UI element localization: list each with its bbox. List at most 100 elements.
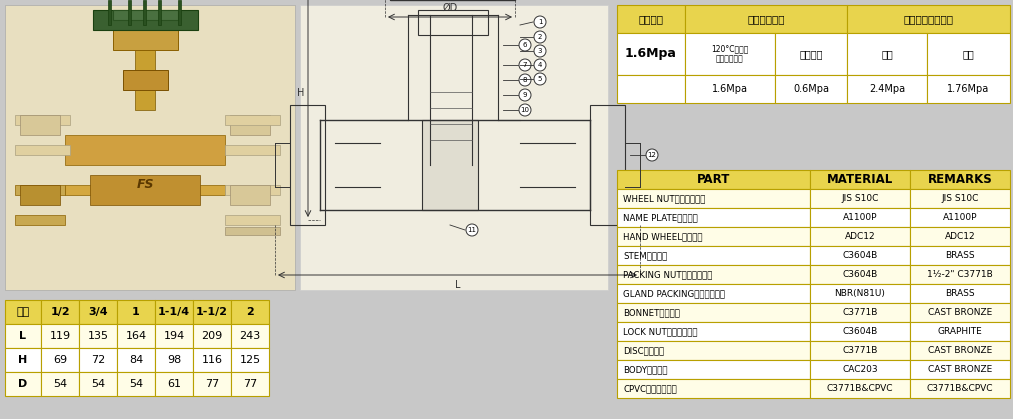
Bar [230,115,270,135]
Bar [225,227,280,235]
Bar [617,170,810,189]
Bar [617,360,810,379]
Bar [5,372,41,396]
Text: BONNET（閥蓋）: BONNET（閥蓋） [623,308,680,317]
Circle shape [466,224,478,236]
Bar [617,341,810,360]
Bar [135,50,155,110]
Circle shape [519,104,531,116]
Text: 1¹⁄₂-2" C3771B: 1¹⁄₂-2" C3771B [927,270,993,279]
Text: 3: 3 [538,48,542,54]
Text: C3604B: C3604B [843,327,877,336]
Text: 77: 77 [205,379,219,389]
Circle shape [519,74,531,86]
Bar [231,324,269,348]
Bar [617,265,810,284]
Text: LOCK NUT（閥桿密封）: LOCK NUT（閥桿密封） [623,327,698,336]
Bar [231,372,269,396]
Text: PART: PART [697,173,730,186]
Text: 飽和蒸汽: 飽和蒸汽 [799,49,823,59]
Bar [847,33,927,75]
Text: JIS S10C: JIS S10C [941,194,979,203]
Bar [155,300,193,324]
Bar [810,170,910,189]
Bar [15,145,70,155]
Bar [910,227,1010,246]
Bar [225,185,280,195]
Bar [910,322,1010,341]
Text: CAC203: CAC203 [842,365,878,374]
Bar [108,0,111,25]
Text: 1-1/2: 1-1/2 [196,307,228,317]
Bar [617,284,810,303]
Text: GRAPHITE: GRAPHITE [938,327,983,336]
Text: L: L [19,331,26,341]
Bar [685,75,775,103]
Text: BODY（本體）: BODY（本體） [623,365,668,374]
Bar [5,5,295,290]
Text: 9: 9 [523,92,527,98]
Bar [158,0,161,25]
Bar [810,360,910,379]
Text: JIS S10C: JIS S10C [842,194,878,203]
Bar [617,5,685,33]
Text: 試驗壓力（水壓）: 試驗壓力（水壓） [904,14,953,24]
Bar [116,372,155,396]
Bar [20,115,60,135]
Bar [225,215,280,225]
Bar [116,300,155,324]
Text: 0.6Mpa: 0.6Mpa [793,84,829,94]
Bar [910,303,1010,322]
Bar [910,189,1010,208]
Text: C3604B: C3604B [843,251,877,260]
Text: STEM（閥桿）: STEM（閥桿） [623,251,668,260]
Text: 1/2: 1/2 [51,307,70,317]
Text: BRASS: BRASS [945,251,975,260]
Bar [810,341,910,360]
Bar [617,379,810,398]
Bar [178,0,181,25]
Text: A1100P: A1100P [943,213,978,222]
Text: 1.76Mpa: 1.76Mpa [947,84,990,94]
Text: C3771B&CPVC: C3771B&CPVC [827,384,893,393]
Bar [685,5,847,33]
Bar [910,341,1010,360]
Bar [79,324,116,348]
Bar [116,324,155,348]
Text: 120°C以下之
水、油、蒸溜: 120°C以下之 水、油、蒸溜 [711,44,749,64]
Text: 尺寸: 尺寸 [16,307,29,317]
Text: FS: FS [137,178,154,191]
Bar [41,348,79,372]
Bar [617,246,810,265]
Bar [79,300,116,324]
Text: C3771B: C3771B [843,308,877,317]
Bar [230,185,270,205]
Bar [65,135,225,165]
Bar [5,300,41,324]
Bar [79,372,116,396]
Text: 4: 4 [538,62,542,68]
Bar [79,348,116,372]
Text: CAST BRONZE: CAST BRONZE [928,365,992,374]
Bar [418,10,488,35]
Text: 1.6Mpa: 1.6Mpa [625,47,677,60]
Text: NAME PLATE（銘板）: NAME PLATE（銘板） [623,213,698,222]
Bar [910,208,1010,227]
Bar [617,227,810,246]
Bar [15,215,65,225]
Text: 135: 135 [87,331,108,341]
Text: ADC12: ADC12 [945,232,976,241]
Circle shape [534,16,546,28]
Bar [41,324,79,348]
Text: H: H [297,88,304,98]
Bar [810,379,910,398]
Bar [90,175,200,205]
Text: 2: 2 [246,307,254,317]
Bar [617,322,810,341]
Text: C3771B: C3771B [843,346,877,355]
Bar [20,185,60,205]
Bar [155,348,193,372]
Text: H: H [18,355,27,365]
Bar [685,33,775,75]
Bar [5,348,41,372]
